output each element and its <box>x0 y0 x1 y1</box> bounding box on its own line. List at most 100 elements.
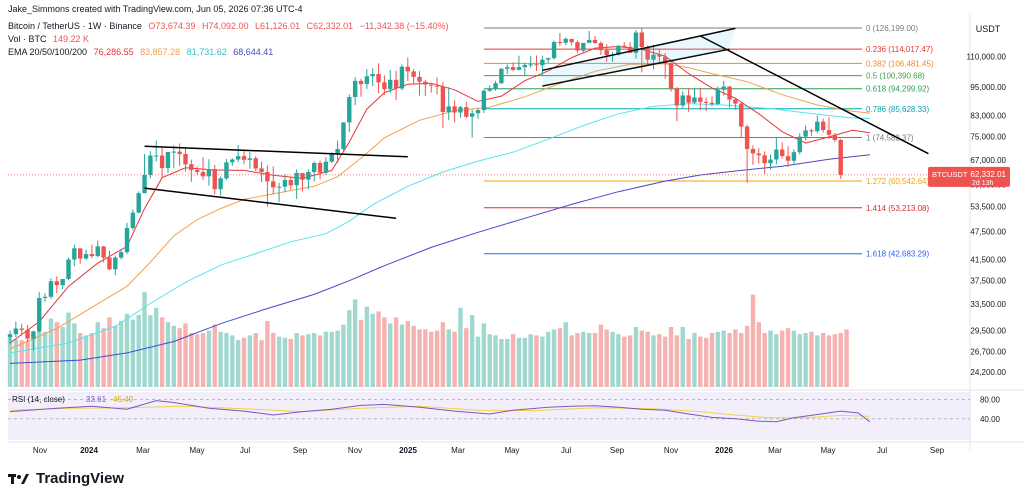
candle-body <box>446 106 451 113</box>
candle-body <box>224 162 229 179</box>
volume-bar <box>832 334 838 387</box>
volume-bar <box>136 315 141 387</box>
volume-bar <box>323 331 329 387</box>
candle-body <box>803 130 808 137</box>
volume-bar <box>7 336 13 387</box>
candle-body <box>282 180 288 187</box>
y-tick-label: 83,000.00 <box>970 111 1006 120</box>
fib-level-label: 0 (126,199.00) <box>866 24 918 33</box>
candle-body <box>557 42 563 44</box>
candle-body <box>639 32 644 48</box>
candle-body <box>7 334 13 338</box>
volume-bar <box>60 327 65 387</box>
candle-body <box>124 227 130 253</box>
fib-level-label: 1.618 (42,683.29) <box>866 250 929 259</box>
candle-body <box>60 278 65 286</box>
volume-bar <box>464 328 469 387</box>
volume-bar <box>446 329 451 387</box>
volume-bar <box>434 330 440 387</box>
volume-bar <box>183 323 188 387</box>
candle-body <box>815 121 820 132</box>
candle-body <box>31 331 36 339</box>
candle-body <box>750 148 756 154</box>
volume-bar <box>651 335 656 387</box>
candle-body <box>306 171 311 180</box>
x-tick-label: 2025 <box>399 446 417 455</box>
symbol-title[interactable]: Bitcoin / TetherUS · 1W · Binance <box>8 21 142 31</box>
candle-body <box>522 64 527 68</box>
candle-body <box>657 54 662 57</box>
volume-bar <box>663 336 668 387</box>
candle-body <box>709 102 715 105</box>
volume-bar <box>826 335 832 387</box>
volume-bar <box>645 331 650 387</box>
volume-bar <box>721 330 726 387</box>
volume-bar <box>703 337 709 387</box>
candle-body <box>25 329 30 339</box>
candle-body <box>809 130 814 132</box>
candle-body <box>832 134 838 141</box>
y-tick-label: 37,500.00 <box>970 277 1006 286</box>
x-tick-label: Nov <box>348 446 362 455</box>
volume-bar <box>820 333 826 387</box>
candle-body <box>341 122 346 149</box>
volume-bar <box>733 329 738 387</box>
candle-body <box>358 80 364 85</box>
candle-body <box>382 82 387 90</box>
volume-bar <box>72 323 77 387</box>
volume-bar <box>510 334 516 387</box>
candle-body <box>604 50 609 56</box>
rsi-label[interactable]: RSI (14, close) <box>12 395 65 404</box>
candle-body <box>335 148 340 154</box>
volume-bar <box>686 339 691 387</box>
volume-bar <box>165 322 171 387</box>
volume-bar <box>148 315 153 387</box>
candle-body <box>388 79 393 90</box>
volume-bar <box>680 327 685 387</box>
volume-bar <box>569 335 574 387</box>
candle-body <box>780 149 785 157</box>
candle-body <box>329 153 334 162</box>
trendline[interactable] <box>144 187 397 220</box>
volume-bar <box>200 333 206 387</box>
fib-level-label: 0.786 (85,628.33) <box>866 105 929 114</box>
volume-bar <box>317 335 323 387</box>
x-tick-label: Jul <box>877 446 887 455</box>
volume-label[interactable]: Vol · BTC <box>8 34 47 44</box>
candle-body <box>19 328 24 330</box>
fib-level-label: 0.618 (94,299.92) <box>866 85 929 94</box>
ema-label[interactable]: EMA 20/50/100/200 <box>8 47 88 57</box>
candle-body <box>148 155 153 175</box>
trendline[interactable] <box>699 35 929 155</box>
candle-body <box>13 328 19 335</box>
volume-bar <box>727 333 732 387</box>
candle-body <box>253 158 258 169</box>
volume-bar <box>25 341 30 387</box>
candle-body <box>247 158 253 160</box>
volume-bar <box>627 335 633 387</box>
volume-bar <box>89 333 95 387</box>
candle-body <box>136 193 141 213</box>
volume-value: 149.22 K <box>53 34 90 44</box>
candle-body <box>154 155 159 157</box>
volume-bar <box>241 337 247 387</box>
tradingview-logo-icon <box>8 472 30 486</box>
tradingview-logo[interactable]: TradingView <box>8 470 124 487</box>
volume-bar <box>411 325 416 387</box>
volume-bar <box>142 292 147 387</box>
volume-legend: Vol · BTC 149.22 K <box>8 34 93 44</box>
channel-fill <box>542 28 736 87</box>
volume-bar <box>306 334 311 387</box>
volume-bar <box>253 333 258 387</box>
trendline[interactable] <box>542 48 730 87</box>
candle-body <box>698 97 703 102</box>
trendline[interactable] <box>542 27 736 72</box>
volume-bar <box>633 327 639 387</box>
volume-bar <box>534 335 539 387</box>
candle-body <box>276 186 282 188</box>
trendline[interactable] <box>144 145 408 158</box>
volume-bar <box>282 337 288 387</box>
rsi-tick-label: 80.00 <box>980 396 1001 405</box>
